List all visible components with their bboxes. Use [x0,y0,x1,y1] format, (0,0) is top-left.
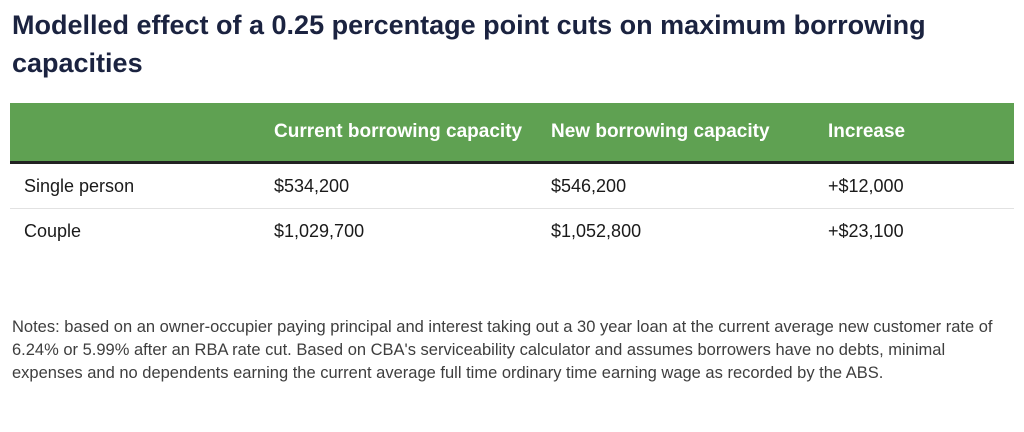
current-capacity-cell: $1,029,700 [274,220,365,241]
borrowing-capacity-table: Current borrowing capacity New borrowing… [10,103,1014,253]
column-header-new: New borrowing capacity [551,121,770,142]
new-capacity-cell: $1,052,800 [551,220,642,241]
row-label: Couple [24,220,82,241]
table-header-row: Current borrowing capacity New borrowing… [10,103,1014,163]
table-row: Single person $534,200 $546,200 +$12,000 [10,162,1014,209]
increase-cell: +$12,000 [828,162,1014,209]
new-capacity-cell: $546,200 [551,162,828,209]
column-header-current: Current borrowing capacity [274,121,523,142]
current-capacity-cell: $534,200 [274,162,551,209]
table-row: Couple $1,029,700 $1,052,800 +$23,100 [10,209,1014,254]
column-header-increase: Increase [828,121,906,142]
notes-text: Notes: based on an owner-occupier paying… [12,318,993,382]
row-label: Single person [10,162,274,209]
page-title: Modelled effect of a 0.25 percentage poi… [12,10,926,78]
column-header-category [10,103,274,163]
increase-cell: +$23,100 [828,220,904,241]
